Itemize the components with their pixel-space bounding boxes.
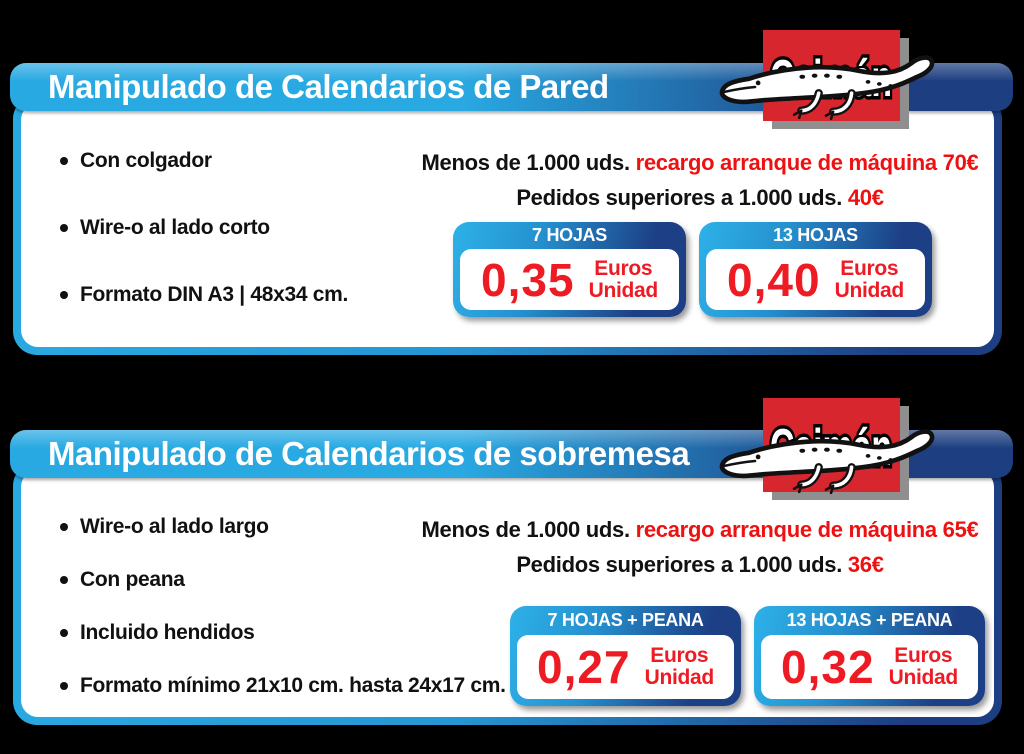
feature-text: Formato DIN A3 | 48x34 cm.: [80, 283, 349, 306]
price-card-13-hojas: 13 HOJAS 0,40 Euros Unidad: [699, 222, 932, 317]
caiman-crocodile-icon: [719, 55, 935, 121]
list-item: Wire-o al lado corto: [48, 215, 348, 241]
bullet-icon: [60, 576, 68, 584]
unit-line-unidad: Unidad: [644, 666, 715, 689]
unit-line-unidad: Unidad: [888, 666, 959, 689]
unit-line-unidad: Unidad: [834, 278, 905, 302]
note-line-2: Pedidos superiores a 1.000 uds. 36€: [395, 547, 1005, 582]
note-quantity-text: Pedidos superiores a 1.000 uds.: [516, 185, 843, 210]
panel-calendarios-sobremesa: Manipulado de Calendarios de sobremesa W…: [10, 430, 1013, 725]
note-surcharge-text: recargo arranque de máquina 65€: [635, 517, 979, 542]
note-line-2: Pedidos superiores a 1.000 uds. 40€: [395, 180, 1005, 215]
bullet-icon: [60, 157, 68, 165]
feature-text: Wire-o al lado corto: [80, 216, 270, 239]
feature-list: Con colgador Wire-o al lado corto Format…: [48, 148, 348, 349]
pricing-note: Menos de 1.000 uds. recargo arranque de …: [395, 512, 1005, 582]
bullet-icon: [60, 291, 68, 299]
list-item: Incluido hendidos: [48, 620, 506, 646]
price-card-header: 7 HOJAS: [532, 225, 607, 245]
note-quantity-text: Menos de 1.000 uds.: [421, 150, 631, 175]
note-surcharge-text: 36€: [847, 552, 884, 577]
price-card-row: 7 HOJAS + PEANA 0,27 Euros Unidad 13 HOJ…: [510, 606, 985, 706]
bullet-icon: [60, 682, 68, 690]
price-card-header: 13 HOJAS: [773, 225, 858, 245]
unit-line-euros: Euros: [840, 256, 899, 280]
note-surcharge-text: 40€: [847, 185, 884, 210]
panel-title: Manipulado de Calendarios de sobremesa: [48, 435, 690, 472]
price-card-body: 0,32 Euros Unidad: [761, 635, 978, 699]
panel-calendarios-pared: Manipulado de Calendarios de Pared Con c…: [10, 63, 1013, 355]
price-card-body: 0,27 Euros Unidad: [517, 635, 734, 699]
price-value: 0,35: [481, 253, 575, 306]
note-quantity-text: Menos de 1.000 uds.: [421, 517, 631, 542]
price-unit-label: Euros Unidad: [644, 644, 715, 689]
price-value: 0,40: [727, 253, 821, 306]
price-unit-label: Euros Unidad: [888, 644, 959, 689]
price-card-7-hojas: 7 HOJAS 0,35 Euros Unidad: [453, 222, 686, 317]
bullet-icon: [60, 523, 68, 531]
bullet-icon: [60, 224, 68, 232]
list-item: Con peana: [48, 567, 506, 593]
unit-line-unidad: Unidad: [588, 278, 659, 302]
list-item: Formato DIN A3 | 48x34 cm.: [48, 282, 348, 308]
price-card-header: 13 HOJAS + PEANA: [786, 610, 953, 630]
list-item: Con colgador: [48, 148, 348, 174]
price-value: 0,32: [781, 641, 875, 693]
price-card-header: 7 HOJAS + PEANA: [547, 610, 704, 630]
unit-line-euros: Euros: [594, 256, 653, 280]
caiman-crocodile-icon: [719, 429, 935, 495]
pricing-note: Menos de 1.000 uds. recargo arranque de …: [395, 145, 1005, 215]
feature-text: Wire-o al lado largo: [80, 515, 269, 538]
price-card-body: 0,35 Euros Unidad: [460, 249, 679, 310]
price-unit-label: Euros Unidad: [588, 256, 659, 302]
note-line-1: Menos de 1.000 uds. recargo arranque de …: [395, 145, 1005, 180]
bullet-icon: [60, 629, 68, 637]
list-item: Formato mínimo 21x10 cm. hasta 24x17 cm.: [48, 673, 506, 699]
unit-line-euros: Euros: [650, 644, 709, 667]
price-card-row: 7 HOJAS 0,35 Euros Unidad 13 HOJAS 0,40 …: [453, 222, 932, 317]
note-surcharge-text: recargo arranque de máquina 70€: [635, 150, 979, 175]
list-item: Wire-o al lado largo: [48, 514, 506, 540]
price-card-13-hojas-peana: 13 HOJAS + PEANA 0,32 Euros Unidad: [754, 606, 985, 706]
feature-list: Wire-o al lado largo Con peana Incluido …: [48, 514, 506, 726]
price-card-7-hojas-peana: 7 HOJAS + PEANA 0,27 Euros Unidad: [510, 606, 741, 706]
note-quantity-text: Pedidos superiores a 1.000 uds.: [516, 552, 843, 577]
price-unit-label: Euros Unidad: [834, 256, 905, 302]
feature-text: Incluido hendidos: [80, 621, 255, 644]
unit-line-euros: Euros: [894, 644, 953, 667]
panel-title: Manipulado de Calendarios de Pared: [48, 68, 609, 105]
note-line-1: Menos de 1.000 uds. recargo arranque de …: [395, 512, 1005, 547]
feature-text: Con colgador: [80, 149, 212, 172]
price-value: 0,27: [537, 641, 631, 693]
feature-text: Formato mínimo 21x10 cm. hasta 24x17 cm.: [80, 674, 506, 697]
price-card-body: 0,40 Euros Unidad: [706, 249, 925, 310]
feature-text: Con peana: [80, 568, 185, 591]
